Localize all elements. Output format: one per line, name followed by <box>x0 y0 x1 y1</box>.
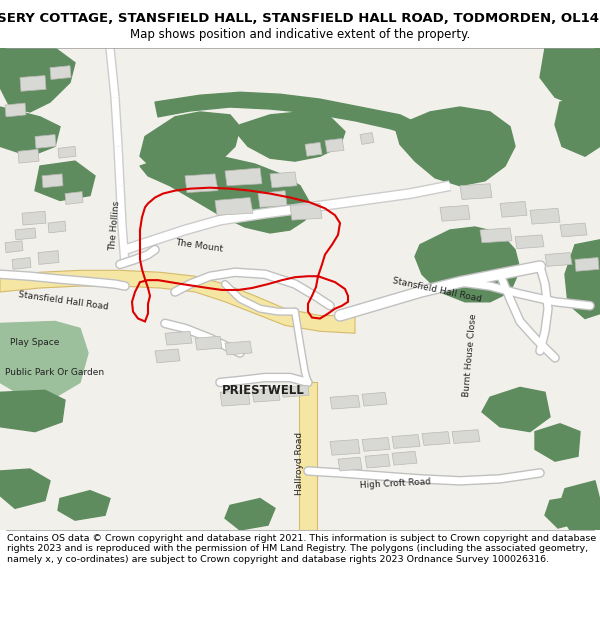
Polygon shape <box>362 438 390 451</box>
Polygon shape <box>360 132 374 144</box>
Polygon shape <box>38 251 59 264</box>
Polygon shape <box>195 336 222 350</box>
Polygon shape <box>282 386 309 398</box>
Text: Burnt House Close: Burnt House Close <box>462 314 478 398</box>
Polygon shape <box>50 66 71 79</box>
Text: NURSERY COTTAGE, STANSFIELD HALL, STANSFIELD HALL ROAD, TODMORDEN, OL14 8BQ: NURSERY COTTAGE, STANSFIELD HALL, STANSF… <box>0 12 600 25</box>
Polygon shape <box>0 469 50 508</box>
Text: Hallroyd Road: Hallroyd Road <box>296 432 305 495</box>
Polygon shape <box>330 395 360 409</box>
Polygon shape <box>155 349 180 362</box>
Polygon shape <box>5 103 26 117</box>
Polygon shape <box>48 221 66 233</box>
Polygon shape <box>555 95 600 156</box>
Polygon shape <box>415 227 520 302</box>
Text: PRIESTWELL: PRIESTWELL <box>222 384 305 398</box>
Polygon shape <box>338 458 362 471</box>
Polygon shape <box>480 228 512 242</box>
Polygon shape <box>575 258 599 271</box>
Polygon shape <box>305 142 322 156</box>
Polygon shape <box>0 48 75 112</box>
Polygon shape <box>392 451 417 465</box>
Polygon shape <box>330 439 360 455</box>
Polygon shape <box>225 499 275 530</box>
Polygon shape <box>140 112 240 176</box>
Polygon shape <box>215 198 253 215</box>
Polygon shape <box>325 139 344 152</box>
Polygon shape <box>392 434 420 448</box>
Polygon shape <box>545 253 572 266</box>
Text: Stansfield Hall Road: Stansfield Hall Road <box>18 290 109 311</box>
Polygon shape <box>58 146 76 158</box>
Polygon shape <box>220 391 250 406</box>
Polygon shape <box>440 206 470 221</box>
Text: Stansfield Hall Road: Stansfield Hall Road <box>392 276 483 304</box>
Polygon shape <box>422 432 450 446</box>
Polygon shape <box>18 149 39 163</box>
Polygon shape <box>140 154 310 233</box>
Polygon shape <box>0 391 65 432</box>
Polygon shape <box>35 161 95 201</box>
Polygon shape <box>362 392 387 406</box>
Polygon shape <box>12 258 31 269</box>
Polygon shape <box>270 172 297 187</box>
Polygon shape <box>545 496 588 528</box>
Text: Contains OS data © Crown copyright and database right 2021. This information is : Contains OS data © Crown copyright and d… <box>7 534 596 564</box>
Polygon shape <box>535 424 580 461</box>
Polygon shape <box>5 241 23 252</box>
Polygon shape <box>238 112 345 161</box>
Polygon shape <box>225 341 252 355</box>
Text: Play Space: Play Space <box>10 338 59 347</box>
Text: The Hollins: The Hollins <box>108 201 121 251</box>
Polygon shape <box>185 174 218 192</box>
Text: The Mount: The Mount <box>175 238 224 254</box>
Polygon shape <box>35 134 56 148</box>
Text: Public Park Or Garden: Public Park Or Garden <box>5 368 104 377</box>
Polygon shape <box>225 168 262 186</box>
Polygon shape <box>460 184 492 199</box>
Polygon shape <box>42 174 63 188</box>
Polygon shape <box>560 223 587 237</box>
Polygon shape <box>65 192 83 204</box>
Polygon shape <box>565 240 600 319</box>
Polygon shape <box>20 76 46 91</box>
Polygon shape <box>540 48 600 107</box>
Polygon shape <box>580 501 600 530</box>
Polygon shape <box>22 211 46 225</box>
Polygon shape <box>165 331 192 345</box>
Polygon shape <box>0 107 60 156</box>
Polygon shape <box>452 429 480 443</box>
Polygon shape <box>58 491 110 520</box>
Polygon shape <box>530 208 560 224</box>
Polygon shape <box>252 388 280 402</box>
Polygon shape <box>500 201 527 217</box>
Polygon shape <box>0 270 355 333</box>
Polygon shape <box>0 321 88 398</box>
Polygon shape <box>558 481 600 530</box>
Polygon shape <box>155 92 420 136</box>
Polygon shape <box>515 235 544 249</box>
Polygon shape <box>290 203 322 220</box>
Polygon shape <box>15 228 36 240</box>
Polygon shape <box>365 454 390 468</box>
Polygon shape <box>395 107 515 186</box>
Text: Map shows position and indicative extent of the property.: Map shows position and indicative extent… <box>130 28 470 41</box>
Polygon shape <box>258 191 287 208</box>
Polygon shape <box>482 388 550 432</box>
Text: High Croft Road: High Croft Road <box>360 477 431 489</box>
Polygon shape <box>299 382 317 530</box>
